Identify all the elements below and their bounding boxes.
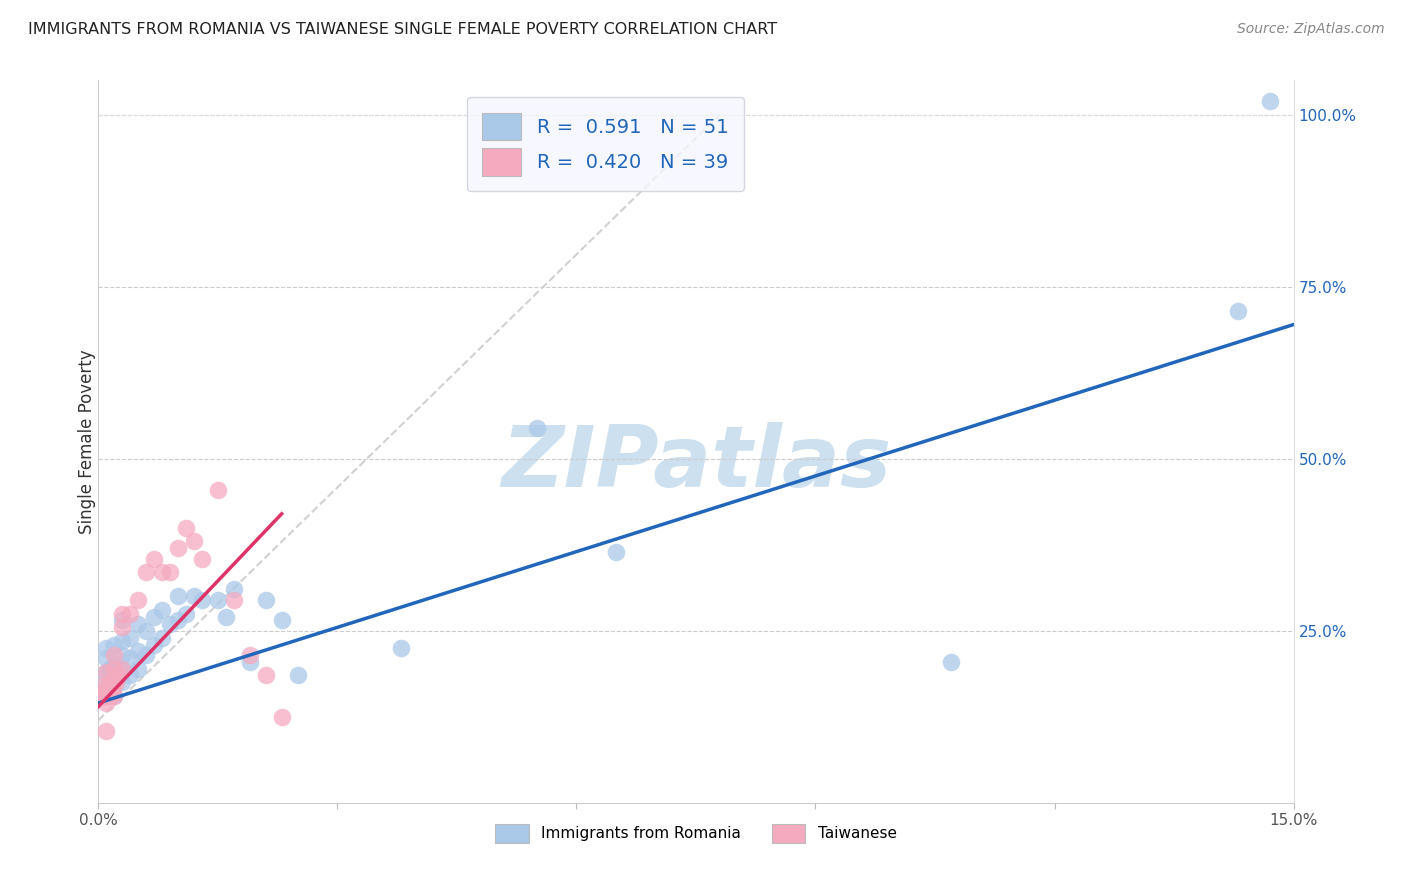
Point <box>111 662 134 676</box>
Point <box>389 640 412 655</box>
Point <box>120 651 142 665</box>
Point <box>103 672 125 686</box>
Point <box>97 689 120 703</box>
Point <box>111 614 134 628</box>
Point <box>167 541 190 556</box>
Point <box>97 682 120 697</box>
Point <box>94 689 117 703</box>
Point <box>94 689 117 703</box>
Point <box>98 689 122 703</box>
Point <box>90 689 112 703</box>
Point <box>111 648 134 662</box>
Point <box>103 689 125 703</box>
Point <box>103 658 125 673</box>
Point <box>254 668 277 682</box>
Point <box>159 616 181 631</box>
Point <box>207 592 229 607</box>
Point <box>270 614 292 628</box>
Point <box>159 566 181 580</box>
Point <box>150 631 173 645</box>
Point <box>91 689 114 703</box>
Point <box>96 723 118 738</box>
Point <box>107 668 129 682</box>
Point <box>91 675 114 690</box>
Point <box>1258 94 1281 108</box>
Legend: Immigrants from Romania, Taiwanese: Immigrants from Romania, Taiwanese <box>489 817 903 849</box>
Point <box>103 675 125 690</box>
Point <box>222 592 245 607</box>
Point <box>207 483 229 497</box>
Point <box>167 614 190 628</box>
Point <box>143 551 166 566</box>
Point <box>111 662 134 676</box>
Point <box>101 682 124 697</box>
Point <box>104 675 127 690</box>
Point <box>98 662 122 676</box>
Point <box>104 675 127 690</box>
Point <box>97 682 120 697</box>
Point <box>111 675 134 690</box>
Point <box>97 689 120 703</box>
Point <box>127 644 149 658</box>
Point <box>101 668 124 682</box>
Point <box>120 607 142 621</box>
Point <box>96 651 118 665</box>
Point <box>135 648 157 662</box>
Point <box>150 566 173 580</box>
Point <box>111 634 134 648</box>
Point <box>96 682 118 697</box>
Point <box>239 648 262 662</box>
Point <box>96 640 118 655</box>
Point <box>143 638 166 652</box>
Point <box>287 668 309 682</box>
Point <box>167 590 190 604</box>
Point <box>98 679 122 693</box>
Point <box>174 607 197 621</box>
Point <box>111 607 134 621</box>
Point <box>939 655 962 669</box>
Point <box>183 534 205 549</box>
Point <box>127 662 149 676</box>
Point <box>93 689 115 703</box>
Point <box>270 710 292 724</box>
Point <box>191 551 214 566</box>
Text: Source: ZipAtlas.com: Source: ZipAtlas.com <box>1237 22 1385 37</box>
Point <box>103 648 125 662</box>
Point <box>103 689 125 703</box>
Point <box>120 631 142 645</box>
Point <box>605 544 627 558</box>
Point <box>103 662 125 676</box>
Y-axis label: Single Female Poverty: Single Female Poverty <box>79 350 96 533</box>
Point <box>96 665 118 679</box>
Point <box>111 620 134 634</box>
Point <box>96 665 118 679</box>
Point <box>174 520 197 534</box>
Point <box>98 675 122 690</box>
Point <box>96 696 118 710</box>
Point <box>135 566 157 580</box>
Point <box>215 610 238 624</box>
Point <box>120 668 142 682</box>
Point <box>191 592 214 607</box>
Point <box>239 655 262 669</box>
Point <box>103 638 125 652</box>
Point <box>222 582 245 597</box>
Point <box>127 616 149 631</box>
Point <box>526 421 548 435</box>
Point <box>91 679 114 693</box>
Point <box>127 592 149 607</box>
Point <box>183 590 205 604</box>
Point <box>150 603 173 617</box>
Point <box>143 610 166 624</box>
Text: IMMIGRANTS FROM ROMANIA VS TAIWANESE SINGLE FEMALE POVERTY CORRELATION CHART: IMMIGRANTS FROM ROMANIA VS TAIWANESE SIN… <box>28 22 778 37</box>
Point <box>254 592 277 607</box>
Text: ZIPatlas: ZIPatlas <box>501 422 891 505</box>
Point <box>135 624 157 638</box>
Point <box>107 668 129 682</box>
Point <box>1226 303 1249 318</box>
